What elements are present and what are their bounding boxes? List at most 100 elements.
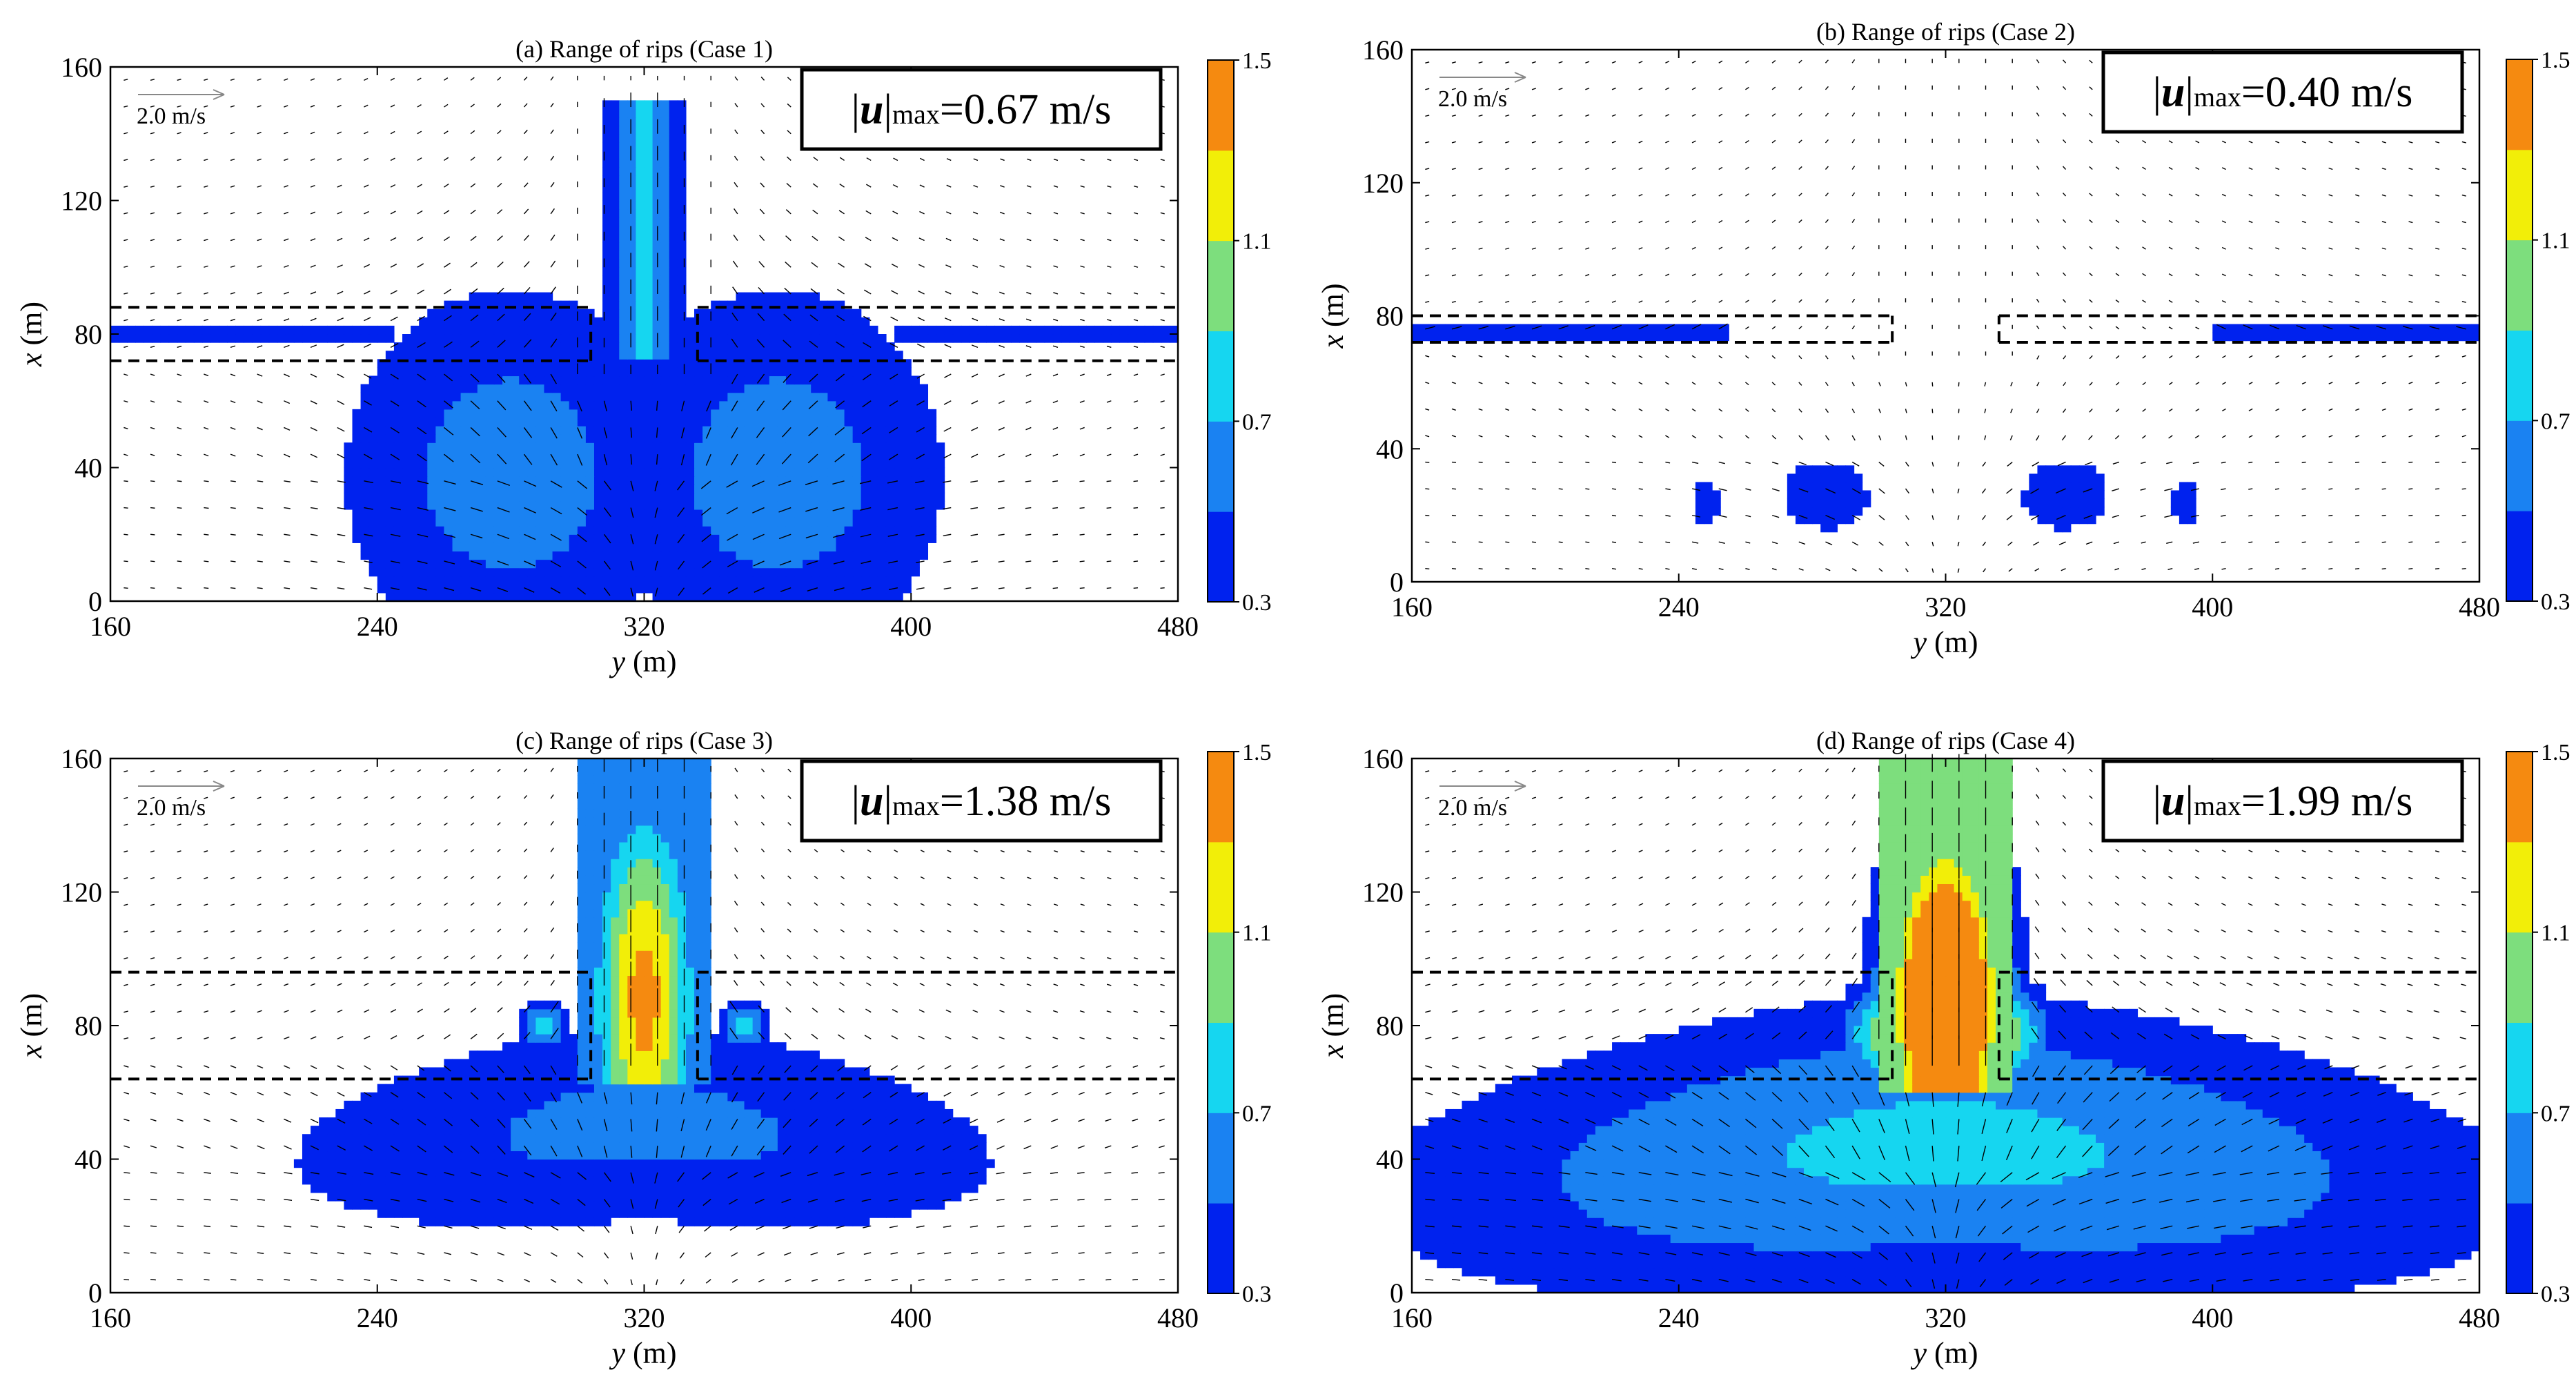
contour-cell bbox=[644, 175, 653, 184]
contour-cell bbox=[385, 526, 395, 535]
contour-cell bbox=[785, 492, 795, 502]
contour-cell bbox=[785, 542, 795, 552]
contour-cell bbox=[719, 592, 728, 602]
contour-cell bbox=[760, 542, 770, 552]
contour-cell bbox=[460, 375, 470, 385]
contour-cell bbox=[794, 375, 803, 385]
contour-cell bbox=[535, 317, 545, 326]
contour-cell bbox=[736, 551, 745, 560]
contour-cell bbox=[636, 317, 645, 326]
contour-cell bbox=[852, 334, 862, 343]
contour-cell bbox=[694, 476, 703, 485]
contour-cell bbox=[611, 292, 620, 302]
contour-cell bbox=[360, 459, 370, 469]
contour-cell bbox=[660, 592, 670, 602]
contour-cell bbox=[760, 1209, 770, 1218]
contour-cell bbox=[585, 1217, 595, 1226]
contour-cell bbox=[435, 551, 445, 560]
contour-cell bbox=[2279, 324, 2288, 333]
contour-cell bbox=[803, 325, 812, 335]
contour-cell bbox=[593, 518, 603, 527]
velocity-arrow bbox=[444, 453, 454, 462]
contour-cell bbox=[485, 509, 495, 518]
contour-cell bbox=[427, 476, 436, 485]
velocity-arrow bbox=[1478, 461, 1483, 463]
contour-cell bbox=[769, 317, 778, 326]
velocity-arrow bbox=[523, 261, 530, 268]
contour-cell bbox=[593, 476, 603, 485]
contour-cell bbox=[460, 518, 470, 527]
velocity-arrow bbox=[390, 373, 399, 380]
contour-cell bbox=[493, 317, 503, 326]
contour-cell bbox=[911, 526, 920, 535]
contour-cell bbox=[385, 559, 395, 569]
contour-cell bbox=[419, 426, 428, 435]
contour-cell bbox=[685, 484, 695, 493]
contour-cell bbox=[2037, 473, 2047, 483]
contour-cell bbox=[644, 141, 653, 151]
contour-cell bbox=[844, 518, 854, 527]
contour-cell bbox=[377, 1192, 386, 1202]
contour-cell bbox=[744, 1200, 754, 1210]
contour-cell bbox=[903, 384, 912, 393]
contour-cell bbox=[1804, 482, 1813, 491]
contour-cell bbox=[844, 451, 854, 460]
contour-cell bbox=[485, 476, 495, 485]
contour-cell bbox=[719, 567, 728, 577]
contour-cell bbox=[611, 584, 620, 594]
contour-cell bbox=[877, 367, 887, 377]
contour-cell bbox=[627, 426, 637, 435]
velocity-arrow bbox=[656, 454, 658, 465]
contour-cell bbox=[619, 351, 628, 360]
contour-cell bbox=[885, 567, 895, 577]
contour-cell bbox=[493, 400, 503, 410]
velocity-arrow bbox=[124, 453, 128, 456]
contour-cell bbox=[544, 467, 553, 477]
contour-cell bbox=[1103, 334, 1112, 343]
contour-cell bbox=[377, 367, 386, 377]
velocity-arrow bbox=[550, 103, 554, 108]
velocity-arrow bbox=[204, 373, 209, 377]
contour-cell bbox=[1036, 325, 1045, 335]
velocity-arrow bbox=[230, 507, 236, 509]
velocity-arrow bbox=[230, 238, 235, 242]
contour-cell bbox=[619, 1209, 628, 1218]
velocity-arrow bbox=[701, 534, 711, 542]
contour-cell bbox=[919, 534, 929, 543]
contour-cell bbox=[419, 567, 428, 577]
contour-cell bbox=[144, 334, 153, 343]
contour-cell bbox=[677, 325, 687, 335]
contour-cell bbox=[585, 584, 595, 594]
velocity-arrow bbox=[470, 373, 480, 382]
contour-cell bbox=[2446, 332, 2455, 342]
contour-cell bbox=[685, 409, 695, 418]
contour-cell bbox=[760, 417, 770, 427]
contour-cell bbox=[660, 208, 670, 218]
velocity-arrow bbox=[550, 373, 557, 384]
contour-cell bbox=[527, 417, 536, 427]
contour-cell bbox=[777, 559, 787, 569]
contour-cell bbox=[652, 576, 662, 585]
velocity-arrow bbox=[364, 104, 368, 108]
contour-cell bbox=[2288, 324, 2297, 333]
contour-cell bbox=[1620, 324, 1629, 333]
contour-cell bbox=[402, 518, 411, 527]
contour-cell bbox=[911, 467, 920, 477]
contour-cell bbox=[385, 476, 395, 485]
contour-cell bbox=[619, 325, 628, 335]
contour-cell bbox=[427, 559, 436, 569]
contour-cell bbox=[644, 409, 653, 418]
contour-cell bbox=[327, 1192, 336, 1202]
contour-cell bbox=[644, 334, 653, 343]
contour-cell bbox=[627, 484, 637, 493]
contour-cell bbox=[811, 518, 820, 527]
contour-cell bbox=[552, 492, 562, 502]
contour-cell bbox=[785, 526, 795, 535]
contour-cell bbox=[585, 434, 595, 443]
contour-cell bbox=[519, 518, 528, 527]
contour-cell bbox=[502, 567, 511, 577]
velocity-arrow bbox=[417, 507, 429, 511]
contour-cell bbox=[744, 1217, 754, 1226]
velocity-arrow bbox=[417, 104, 422, 108]
velocity-arrow bbox=[177, 400, 182, 403]
